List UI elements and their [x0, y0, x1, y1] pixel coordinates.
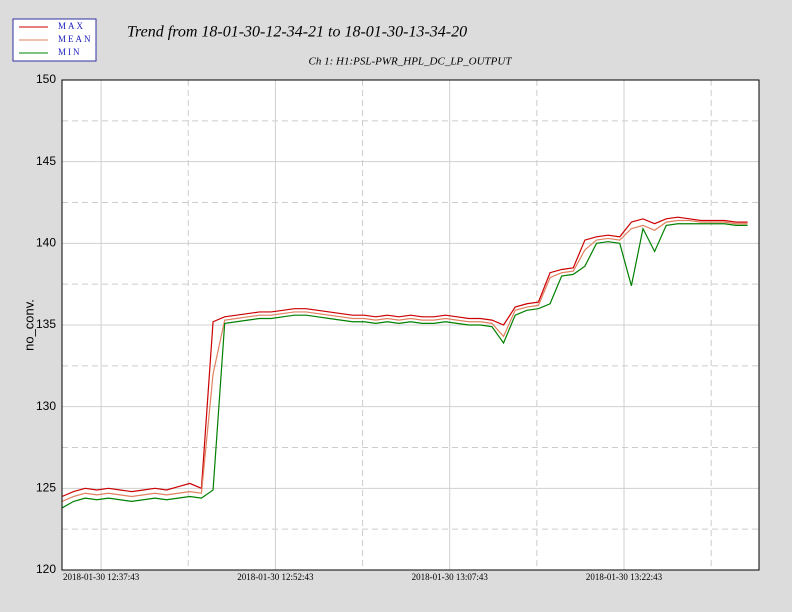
y-tick-label: 150 [36, 72, 56, 86]
series-line [61, 223, 748, 509]
y-tick-label: 145 [36, 154, 56, 168]
y-tick-label: 130 [36, 399, 56, 413]
plot-area [61, 79, 760, 571]
y-tick-label: 135 [36, 317, 56, 331]
x-tick-label: 2018-01-30 13:22:43 [586, 572, 663, 582]
x-tick-label: 2018-01-30 12:37:43 [63, 572, 140, 582]
series-line [61, 216, 748, 498]
y-tick-label: 140 [36, 236, 56, 250]
y-tick-label: 125 [36, 481, 56, 495]
legend-label: MAX [58, 21, 85, 31]
chart-title: Trend from 18-01-30-12-34-21 to 18-01-30… [127, 24, 467, 41]
y-tick-label: 120 [36, 562, 56, 576]
y-axis-label: no_conv. [21, 299, 36, 351]
x-tick-label: 2018-01-30 12:52:43 [237, 572, 314, 582]
legend-label: MEAN [58, 34, 93, 44]
legend-label: MIN [58, 47, 82, 57]
chart-subtitle: Ch 1: H1:PSL-PWR_HPL_DC_LP_OUTPUT [309, 56, 513, 68]
x-tick-label: 2018-01-30 13:07:43 [412, 572, 489, 582]
series-line [61, 219, 748, 502]
